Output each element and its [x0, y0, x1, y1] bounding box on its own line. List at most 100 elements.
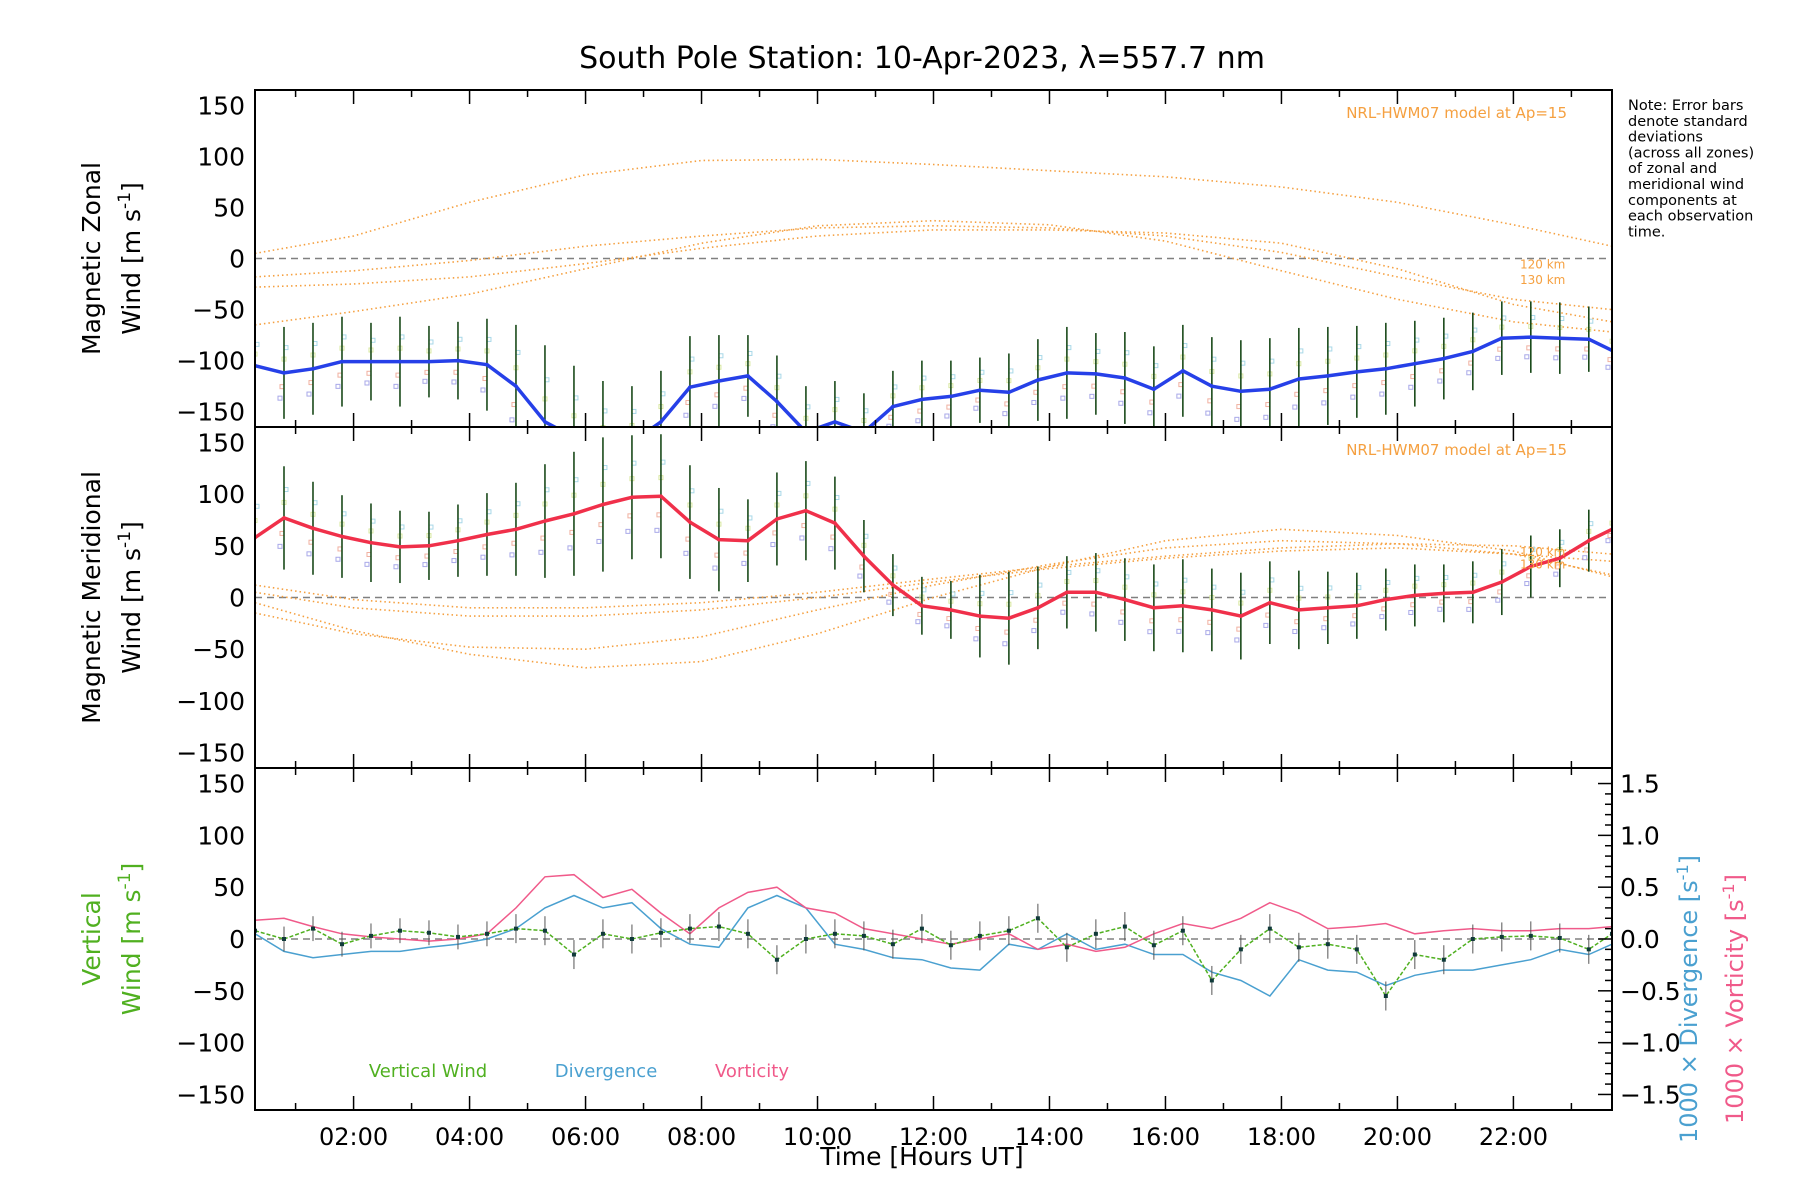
data-point: [340, 359, 344, 364]
zone-marker: [915, 418, 921, 424]
data-point: [1239, 614, 1243, 618]
zone-marker: [1205, 410, 1211, 416]
data-point: [1587, 337, 1591, 341]
zone-marker: [1118, 619, 1124, 625]
data-point: [688, 385, 692, 389]
data-point: [282, 516, 286, 520]
zone-marker: [944, 623, 950, 629]
data-point: [1122, 924, 1127, 929]
data-point: [485, 362, 489, 367]
meridional-plot-area: [255, 434, 1612, 669]
data-point: [455, 934, 460, 939]
model-label: NRL-HWM07 model at Ap=15: [1346, 441, 1567, 459]
data-point: [862, 554, 866, 558]
zone-marker: [596, 538, 602, 544]
data-point: [311, 366, 315, 371]
zone-marker: [1147, 410, 1153, 416]
zone-marker: [1060, 395, 1066, 401]
data-point: [484, 931, 489, 936]
data-point: [514, 384, 518, 388]
x-axis-label: Time [Hours UT]: [819, 1142, 1023, 1171]
zonal-ylabel-line2: Wind [m s-1]: [115, 182, 146, 335]
data-point: [514, 527, 518, 532]
data-point: [717, 537, 721, 542]
data-point: [833, 420, 837, 424]
data-point: [571, 952, 576, 957]
data-point: [1296, 945, 1301, 950]
zone-marker: [1234, 416, 1240, 422]
zone-marker: [1495, 355, 1501, 361]
data-point: [1413, 361, 1417, 366]
zone-marker: [277, 395, 283, 401]
data-point: [1151, 943, 1156, 948]
data-point: [311, 526, 315, 531]
zone-marker: [335, 383, 341, 389]
data-point: [833, 521, 837, 525]
zone-marker: [1495, 597, 1501, 603]
data-point: [948, 943, 953, 948]
zone-marker: [1605, 538, 1611, 544]
data-point: [1471, 349, 1475, 354]
y-tick-label: −150: [176, 398, 245, 427]
data-point: [629, 937, 634, 941]
y-tick-label: 50: [213, 193, 245, 222]
data-point: [513, 926, 518, 931]
zone-marker: [393, 383, 399, 389]
data-point: [456, 358, 460, 363]
data-point: [600, 931, 605, 936]
data-point: [369, 540, 373, 545]
zone-marker: [1321, 625, 1327, 631]
right-axis-label: 1000 × Divergence [s-1]: [1673, 855, 1703, 1143]
data-point: [919, 926, 924, 931]
x-tick-label: 20:00: [1363, 1123, 1432, 1151]
model-curve-label: 120 km: [1520, 258, 1565, 272]
x-tick-label: 14:00: [1015, 1123, 1084, 1151]
zone-marker: [509, 417, 515, 423]
data-point: [1065, 371, 1069, 375]
x-tick-label: 08:00: [667, 1123, 736, 1151]
data-point: [427, 544, 431, 548]
zone-marker: [480, 387, 486, 393]
zone-marker: [799, 535, 805, 541]
zone-marker: [1379, 614, 1385, 620]
data-point: [369, 359, 373, 364]
x-tick-label: 02:00: [319, 1123, 388, 1151]
zone-marker: [828, 546, 834, 552]
data-point: [1529, 564, 1533, 569]
zone-marker: [451, 379, 457, 385]
meridional-ylabel-line1: Magnetic Meridional: [77, 471, 106, 724]
data-point: [775, 517, 779, 521]
data-point: [1064, 945, 1069, 950]
data-point: [658, 930, 663, 935]
zone-marker: [1292, 628, 1298, 634]
data-point: [1470, 937, 1475, 941]
data-point: [978, 614, 982, 618]
model-curve-label: 130 km: [1520, 557, 1565, 571]
data-point: [774, 957, 779, 962]
zone-marker: [1609, 520, 1612, 526]
data-point: [978, 388, 982, 393]
zone-marker: [741, 560, 747, 566]
data-point: [688, 520, 692, 524]
data-point: [949, 608, 953, 612]
data-point: [1036, 606, 1040, 610]
data-point: [1210, 384, 1214, 388]
zone-marker: [944, 413, 950, 419]
zone-marker: [1437, 378, 1443, 384]
data-point: [1325, 942, 1330, 947]
right-tick-label: 1.0: [1620, 821, 1660, 850]
data-point: [1384, 366, 1388, 371]
data-point: [1354, 947, 1359, 952]
data-point: [861, 933, 866, 938]
zone-marker: [683, 550, 689, 556]
data-point: [340, 534, 344, 539]
data-point: [339, 942, 344, 947]
data-point: [920, 397, 924, 402]
zone-marker: [509, 552, 515, 558]
data-point: [281, 937, 286, 941]
zone-marker: [770, 542, 776, 548]
zone-marker: [255, 518, 258, 524]
vertical-ylabel-line2: Wind [m s-1]: [115, 863, 146, 1016]
data-point: [1123, 376, 1127, 380]
data-point: [1123, 597, 1127, 602]
